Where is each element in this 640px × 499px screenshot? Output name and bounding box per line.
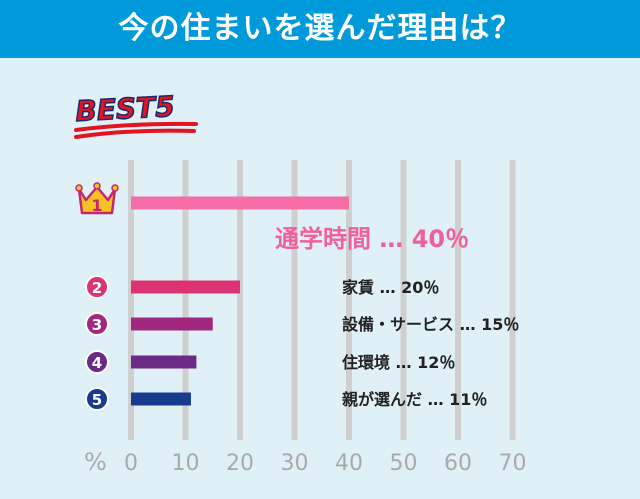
- data-label-rank-3: 設備・サービス … 15％: [342, 315, 519, 334]
- x-tick-label: 30: [281, 451, 309, 476]
- x-tick-label: 20: [226, 451, 254, 476]
- x-axis-ticks: % 0 10 20 30 40 50 60 70: [84, 448, 527, 476]
- x-tick-label: 50: [390, 451, 418, 476]
- rank-number: 3: [92, 316, 102, 334]
- bar-rank-5: [131, 392, 191, 406]
- badge-underline-icon: [74, 121, 198, 139]
- data-label-rank-5: 親が選んだ … 11％: [342, 390, 487, 409]
- rank-number: 2: [92, 279, 102, 297]
- page-title: 今の住まいを選んだ理由は？: [118, 11, 522, 46]
- badge-text: BEST5: [75, 90, 176, 128]
- rank-4-icon: 4: [85, 350, 109, 374]
- rank-3-icon: 3: [85, 312, 109, 336]
- rank-number: 4: [92, 354, 102, 372]
- x-tick-label: 70: [499, 451, 527, 476]
- bar-rank-2: [131, 280, 240, 294]
- x-tick-label: 60: [444, 451, 472, 476]
- bar-rank-1: [131, 196, 349, 210]
- rank-number: 1: [91, 196, 102, 215]
- axis-unit-label: %: [84, 448, 107, 476]
- bar-rank-4: [131, 355, 197, 369]
- best5-badge: BEST5: [74, 89, 198, 139]
- bar-rank-3: [131, 317, 213, 331]
- rank-number: 5: [92, 391, 102, 409]
- crown-icon: 1: [75, 182, 119, 215]
- rank-2-icon: 2: [85, 275, 109, 299]
- rank-icons: 1 2 3 4 5: [75, 182, 119, 411]
- x-tick-label: 40: [335, 451, 363, 476]
- data-labels: 通学時間 … 40％ 家賃 … 20％ 設備・サービス … 15％ 住環境 … 12％…: [275, 225, 519, 409]
- x-tick-label: 0: [124, 451, 138, 476]
- header-bar: [0, 0, 640, 58]
- x-tick-label: 10: [172, 451, 200, 476]
- data-label-rank-2: 家賃 … 20％: [342, 278, 439, 297]
- bars: [131, 196, 349, 406]
- rank-5-icon: 5: [85, 387, 109, 411]
- data-label-rank-4: 住環境 … 12％: [342, 353, 455, 372]
- data-label-rank-1: 通学時間 … 40％: [275, 225, 469, 253]
